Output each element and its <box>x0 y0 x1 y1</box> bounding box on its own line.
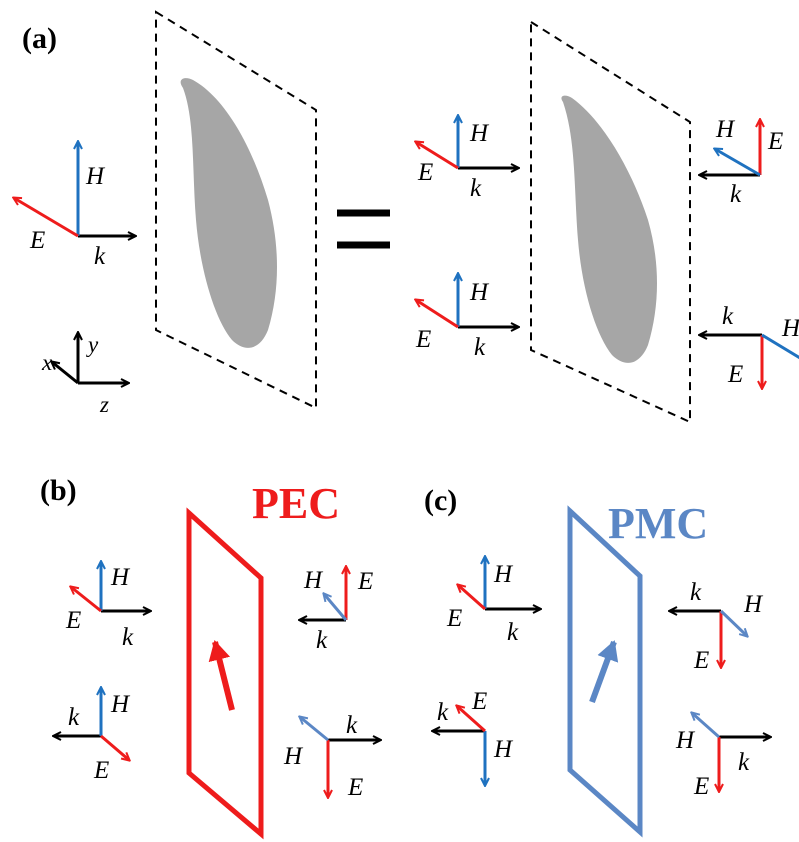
k-label: k <box>507 619 519 646</box>
x-axis <box>52 362 79 385</box>
h-label: H <box>469 279 490 306</box>
e-label: E <box>446 605 462 632</box>
e-label: E <box>767 128 783 155</box>
e-label: E <box>347 774 363 801</box>
k-label: k <box>68 704 80 731</box>
e-label: E <box>29 227 45 254</box>
h-label: H <box>469 120 490 147</box>
h-label: H <box>283 743 304 770</box>
e-arrow <box>14 198 79 238</box>
scatterer-plane-left <box>155 10 317 410</box>
coordinate-axes: y x z <box>41 332 128 417</box>
panel-b-label: (b) <box>40 474 77 507</box>
panel-a-label: (a) <box>22 22 57 55</box>
a-triad-top-left: H E k <box>416 116 518 202</box>
h-label: H <box>743 591 764 618</box>
k-label: k <box>738 749 750 776</box>
b-triad-top-left: H E k <box>65 562 150 651</box>
k-label: k <box>722 303 734 330</box>
pec-plane <box>186 507 264 840</box>
e-label: E <box>65 607 81 634</box>
k-label: k <box>122 624 134 651</box>
panel-c-label: (c) <box>424 484 457 517</box>
h-label: H <box>675 727 696 754</box>
k-label: k <box>730 181 742 208</box>
h-label: H <box>303 567 324 594</box>
h-label: H <box>110 564 131 591</box>
equals-sign <box>337 209 390 249</box>
e-label: E <box>415 326 431 353</box>
e-label: E <box>693 773 709 800</box>
x-label: x <box>41 350 53 375</box>
h-label: H <box>493 561 514 588</box>
scatterer-plane-right <box>530 20 691 424</box>
e-label: E <box>357 568 373 595</box>
pmc-label: PMC <box>608 499 708 548</box>
c-triad-top-left: H E k <box>446 557 540 646</box>
a-triad-bottom-right: k H E <box>700 303 799 388</box>
k-label: k <box>474 334 486 361</box>
a-triad-bottom-left: H E k <box>415 274 518 361</box>
scatterer-shape <box>180 78 277 348</box>
pmc-surface-arrow <box>589 640 619 704</box>
k-label: k <box>316 627 328 654</box>
k-label: k <box>470 175 482 202</box>
pmc-plane <box>567 505 643 838</box>
e-label: E <box>417 159 433 186</box>
e-label: E <box>471 688 487 715</box>
pec-surface-arrow <box>208 640 235 711</box>
k-label: k <box>346 712 358 739</box>
incident-triad: H E k <box>14 142 135 270</box>
k-label: k <box>690 579 702 606</box>
a-triad-top-right: H E k <box>700 116 783 208</box>
e-label: E <box>693 647 709 674</box>
c-triad-bottom-left: k E H <box>433 688 514 785</box>
h-label: H <box>781 315 799 342</box>
pec-label: PEC <box>252 479 340 528</box>
e-label: E <box>93 757 109 784</box>
scatterer-shape-right <box>561 95 657 363</box>
k-label: k <box>94 243 106 270</box>
y-label: y <box>86 332 99 357</box>
b-triad-top-right: H E k <box>300 567 373 654</box>
c-triad-top-right: k H E <box>670 579 764 674</box>
dashed-plane-right <box>530 20 691 424</box>
z-label: z <box>99 392 109 417</box>
h-label: H <box>110 691 131 718</box>
h-label: H <box>715 116 736 143</box>
k-label: k <box>437 699 449 726</box>
h-label: H <box>85 163 106 190</box>
b-triad-bottom-left: k H E <box>54 688 131 784</box>
e-label: E <box>727 361 743 388</box>
b-triad-bottom-right: H k E <box>283 712 380 801</box>
c-triad-bottom-right: H k E <box>675 713 770 800</box>
h-label: H <box>493 736 514 763</box>
